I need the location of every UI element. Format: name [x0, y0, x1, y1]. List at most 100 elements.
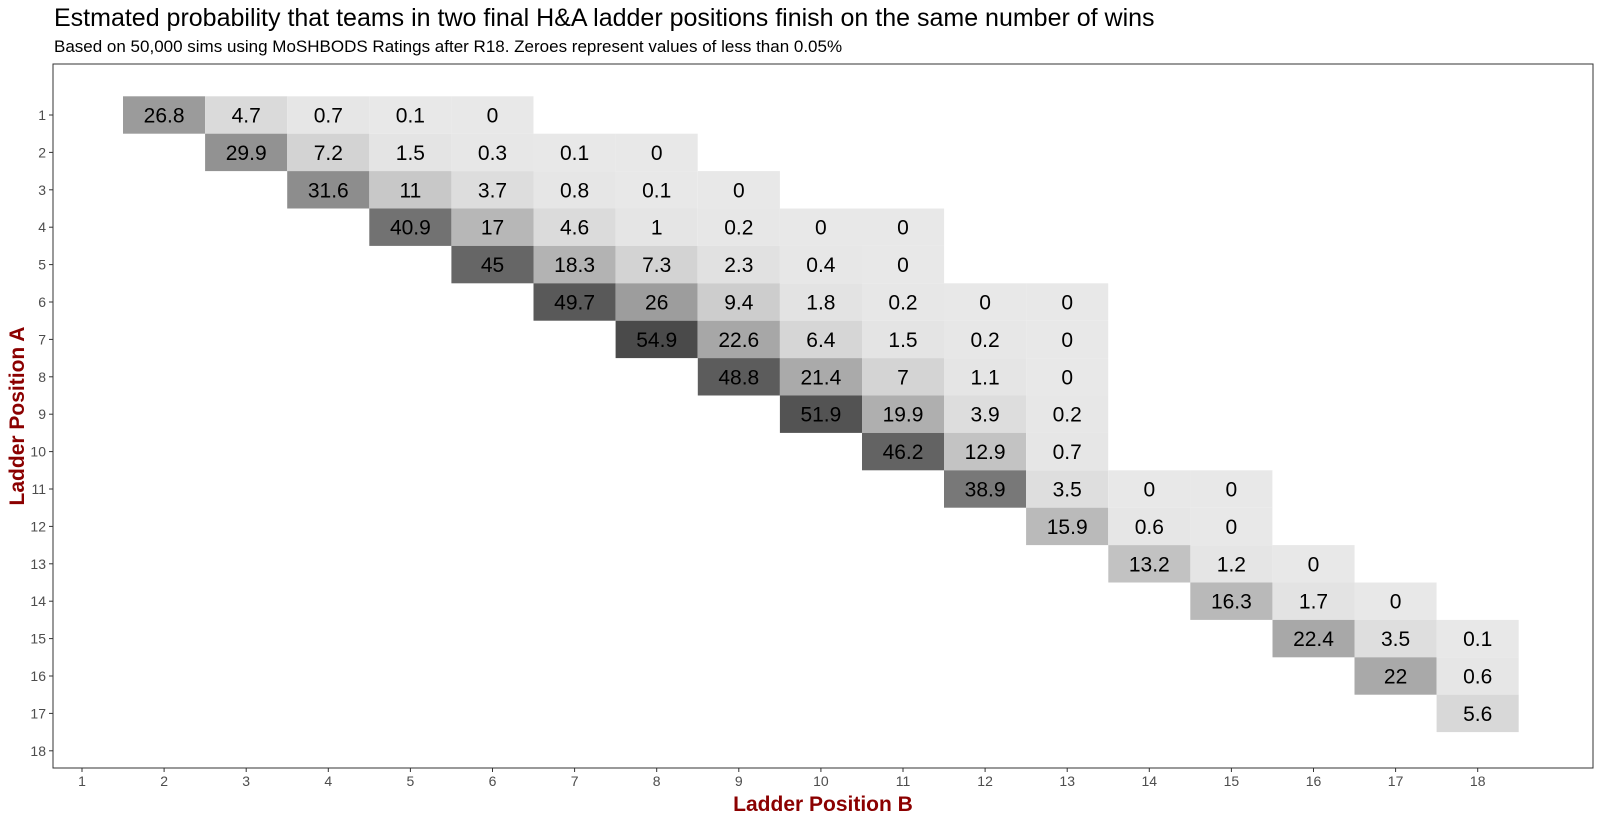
cell-value-label: 13.2 [1129, 553, 1170, 576]
cell-value-label: 1.5 [888, 329, 917, 352]
x-tick-label: 17 [1388, 773, 1404, 789]
cell-value-label: 38.9 [965, 479, 1006, 502]
cell-value-label: 54.9 [636, 329, 677, 352]
heatmap-cell-15-16 [1272, 619, 1355, 658]
heatmap-cell-5-6 [451, 245, 534, 284]
cell-value-label: 0.1 [396, 105, 425, 128]
cell-value-label: 4.6 [560, 217, 589, 240]
x-axis: 1 2 3 4 5 6 7 8 9 10 11 12 13 14 15 16 17 18 [78, 768, 1486, 789]
heatmap-cell-4-10 [779, 208, 862, 246]
cell-value-label: 0.7 [1053, 441, 1082, 464]
heatmap-cell-1-3 [205, 96, 288, 134]
heatmap-cell-13-15 [1190, 545, 1273, 583]
cell-value-label: 51.9 [800, 404, 841, 427]
heatmap-cell-8-12 [944, 358, 1027, 396]
heatmap-cell-17-18 [1436, 694, 1519, 733]
cell-value-label: 0 [733, 179, 745, 202]
y-tick-label: 10 [30, 444, 46, 460]
x-tick-label: 12 [977, 773, 993, 789]
cell-value-label: 3.5 [1053, 479, 1082, 502]
cell-value-label: 45 [481, 254, 504, 277]
x-tick-label: 5 [407, 773, 415, 789]
heatmap-cell-6-9 [697, 283, 780, 321]
cell-value-label: 17 [481, 217, 504, 240]
heatmap-cell-3-4 [287, 171, 370, 209]
heatmap-cell-16-17 [1354, 657, 1437, 695]
heatmap-cell-2-3 [205, 133, 288, 172]
cell-value-label: 7.2 [314, 142, 343, 165]
y-tick-label: 11 [31, 481, 46, 497]
heatmap-cell-5-7 [533, 245, 616, 284]
heatmap-cell-6-11 [862, 283, 945, 321]
cell-value-label: 1 [651, 217, 663, 240]
y-tick-label: 13 [30, 556, 46, 572]
y-tick-label: 14 [30, 593, 46, 609]
x-tick-label: 18 [1470, 773, 1486, 789]
heatmap-cell-9-12 [944, 395, 1027, 433]
heatmap-cell-6-8 [615, 283, 698, 321]
heatmap-cell-3-7 [533, 171, 616, 209]
cell-value-label: 0 [1061, 366, 1073, 389]
x-tick-label: 15 [1224, 773, 1240, 789]
cell-value-label: 0.7 [314, 105, 343, 128]
heatmap-cell-6-10 [779, 283, 862, 321]
heatmap-cell-14-16 [1272, 582, 1355, 620]
cell-value-label: 0.3 [478, 142, 507, 165]
x-tick-label: 13 [1059, 773, 1075, 789]
heatmap-cell-8-9 [697, 358, 780, 396]
cell-value-label: 1.7 [1299, 591, 1328, 614]
y-tick-label: 18 [30, 743, 46, 759]
heatmap-cell-11-12 [944, 470, 1027, 508]
cell-value-label: 0 [979, 292, 991, 315]
heatmap-cell-9-13 [1026, 395, 1109, 433]
cell-value-label: 2.3 [724, 254, 753, 277]
cell-value-label: 22.6 [718, 329, 759, 352]
x-tick-label: 3 [242, 773, 250, 789]
cell-value-label: 3.9 [970, 404, 999, 427]
heatmap-cell-labels: 26.8 4.7 0.7 0.1 0 29.9 7.2 1.5 0.3 0.1 0 31.6 11 3.7… [144, 105, 1493, 726]
y-tick-label: 3 [38, 182, 46, 198]
heatmap-cell-7-13 [1026, 320, 1109, 359]
cell-value-label: 0.1 [642, 179, 671, 202]
heatmap-cell-4-8 [615, 208, 698, 246]
y-tick-label: 15 [30, 631, 46, 647]
cell-value-label: 0.6 [1135, 516, 1164, 539]
heatmap-cell-4-6 [451, 208, 534, 246]
heatmap-cell-4-7 [533, 208, 616, 246]
cell-value-label: 18.3 [554, 254, 595, 277]
heatmap-cell-14-15 [1190, 582, 1273, 620]
cell-value-label: 7.3 [642, 254, 671, 277]
cell-value-label: 0 [487, 105, 499, 128]
x-tick-label: 4 [324, 773, 332, 789]
cell-value-label: 16.3 [1211, 591, 1252, 614]
heatmap-cell-14-17 [1354, 582, 1437, 620]
cell-value-label: 0.1 [560, 142, 589, 165]
heatmap-cell-13-14 [1108, 545, 1191, 583]
heatmap-cell-9-10 [779, 395, 862, 433]
cell-value-label: 1.5 [396, 142, 425, 165]
y-tick-label: 1 [38, 107, 46, 123]
heatmap-cell-12-13 [1026, 507, 1109, 546]
chart-subtitle: Based on 50,000 sims using MoSHBODS Rati… [54, 37, 843, 56]
x-tick-label: 16 [1306, 773, 1322, 789]
cell-value-label: 15.9 [1047, 516, 1088, 539]
heatmap-cell-10-13 [1026, 432, 1109, 471]
y-tick-label: 4 [38, 219, 46, 235]
heatmap-cells [123, 96, 1519, 733]
heatmap-cell-5-11 [862, 245, 945, 284]
heatmap-cell-15-17 [1354, 619, 1437, 658]
heatmap-cell-5-8 [615, 245, 698, 284]
heatmap-cell-6-13 [1026, 283, 1109, 321]
cell-value-label: 0 [897, 254, 909, 277]
cell-value-label: 48.8 [718, 366, 759, 389]
cell-value-label: 29.9 [226, 142, 267, 165]
y-tick-label: 16 [30, 668, 46, 684]
heatmap-cell-4-11 [862, 208, 945, 246]
y-tick-label: 9 [38, 406, 46, 422]
heatmap-cell-4-9 [697, 208, 780, 246]
heatmap-cell-7-10 [779, 320, 862, 359]
heatmap-cell-3-5 [369, 171, 452, 209]
cell-value-label: 0 [815, 217, 827, 240]
heatmap-cell-8-13 [1026, 358, 1109, 396]
